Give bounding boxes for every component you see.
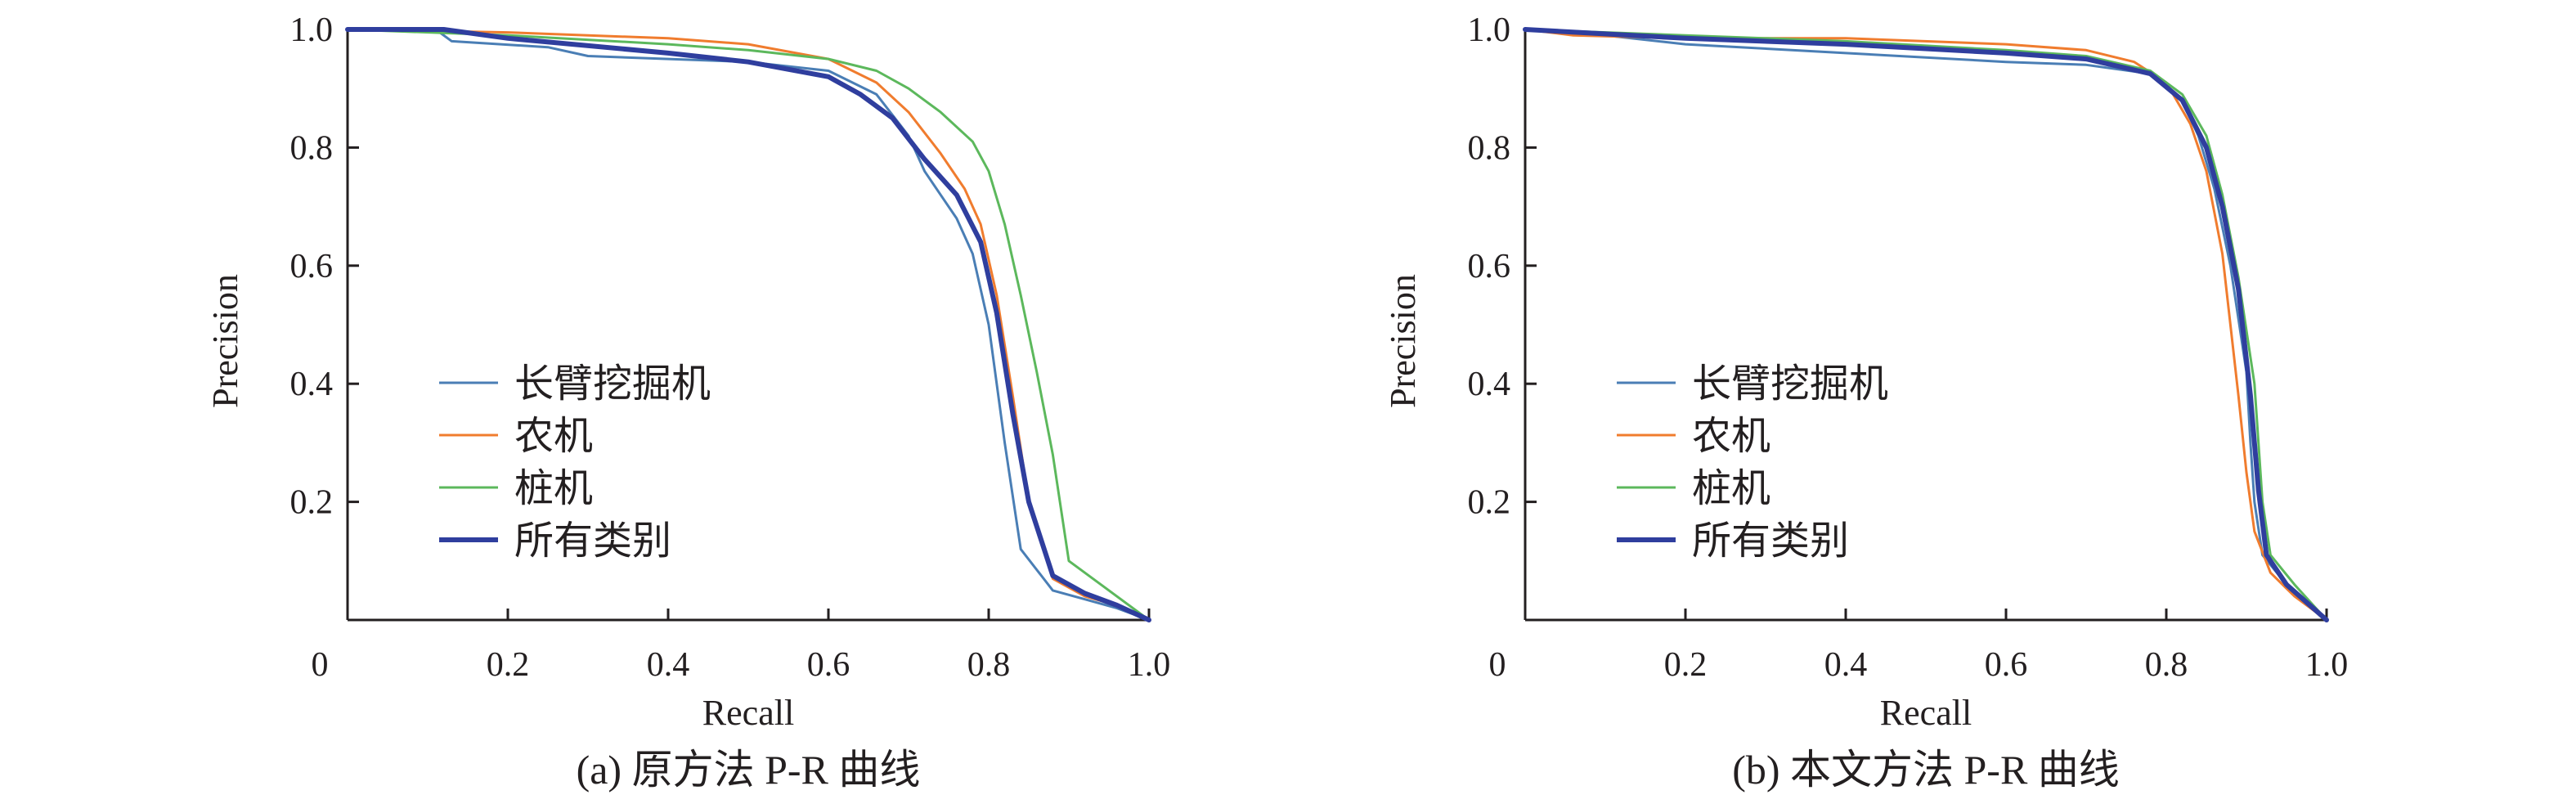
y-tick-label: 0.8	[290, 129, 334, 167]
x-tick-label: 0.2	[487, 646, 530, 684]
x-axis-title: Recall	[1880, 693, 1972, 733]
series-line-0	[1524, 28, 2328, 622]
legend-label-0: 长臂挖掘机	[1692, 361, 1888, 406]
x-tick-label: 0	[312, 646, 329, 684]
panel-caption: (a) 原方法 P-R 曲线	[577, 747, 921, 793]
legend-label-1: 农机	[514, 413, 593, 459]
series-line-2	[346, 28, 1151, 622]
x-tick-label: 0.4	[647, 646, 690, 684]
series-line-3	[1523, 27, 2329, 622]
panel-caption: (b) 本文方法 P-R 曲线	[1732, 747, 2120, 793]
x-axis-title: Recall	[702, 693, 794, 733]
x-tick-label: 0.4	[1824, 646, 1868, 684]
y-tick-label: 0.4	[1468, 366, 1511, 403]
legend-label-0: 长臂挖掘机	[514, 361, 711, 406]
legend-label-3: 所有类别	[1692, 518, 1849, 564]
x-tick-label: 1.0	[1128, 646, 1171, 684]
series-line-2	[1524, 28, 2328, 622]
y-tick-label: 0.2	[1468, 484, 1511, 522]
y-tick-label: 0.6	[1468, 248, 1511, 285]
y-tick-label: 0.8	[1468, 129, 1511, 167]
x-tick-label: 0.6	[1985, 646, 2028, 684]
legend-label-2: 桩机	[1692, 465, 1770, 511]
x-tick-label: 0.2	[1664, 646, 1708, 684]
legend-label-2: 桩机	[514, 465, 593, 511]
x-tick-label: 0.8	[2145, 646, 2188, 684]
y-axis-title: Precision	[205, 274, 245, 408]
x-tick-label: 1.0	[2305, 646, 2349, 684]
x-tick-label: 0	[1489, 646, 1506, 684]
y-tick-label: 1.0	[290, 11, 334, 49]
series-line-1	[1524, 28, 2328, 622]
y-axis-title: Precision	[1383, 274, 1423, 408]
panel-a: 0 0.2 0.4 0.6 0.8 1.0 0.2 0.4 0.6 0.8 1.0 Recall Pre…	[205, 11, 1170, 793]
y-tick-label: 0.6	[290, 248, 334, 285]
y-tick-label: 0.4	[290, 366, 334, 403]
x-tick-label: 0.8	[967, 646, 1011, 684]
x-tick-label: 0.6	[807, 646, 850, 684]
legend-label-3: 所有类别	[514, 518, 671, 564]
series-line-0	[346, 28, 1151, 622]
y-tick-label: 1.0	[1468, 11, 1511, 49]
y-tick-label: 0.2	[290, 484, 334, 522]
series-line-1	[346, 28, 1151, 622]
panel-b: 0 0.2 0.4 0.6 0.8 1.0 0.2 0.4 0.6 0.8 1.0 Recall Pre…	[1383, 11, 2348, 793]
series-line-3	[345, 27, 1151, 622]
legend-label-1: 农机	[1692, 413, 1770, 459]
